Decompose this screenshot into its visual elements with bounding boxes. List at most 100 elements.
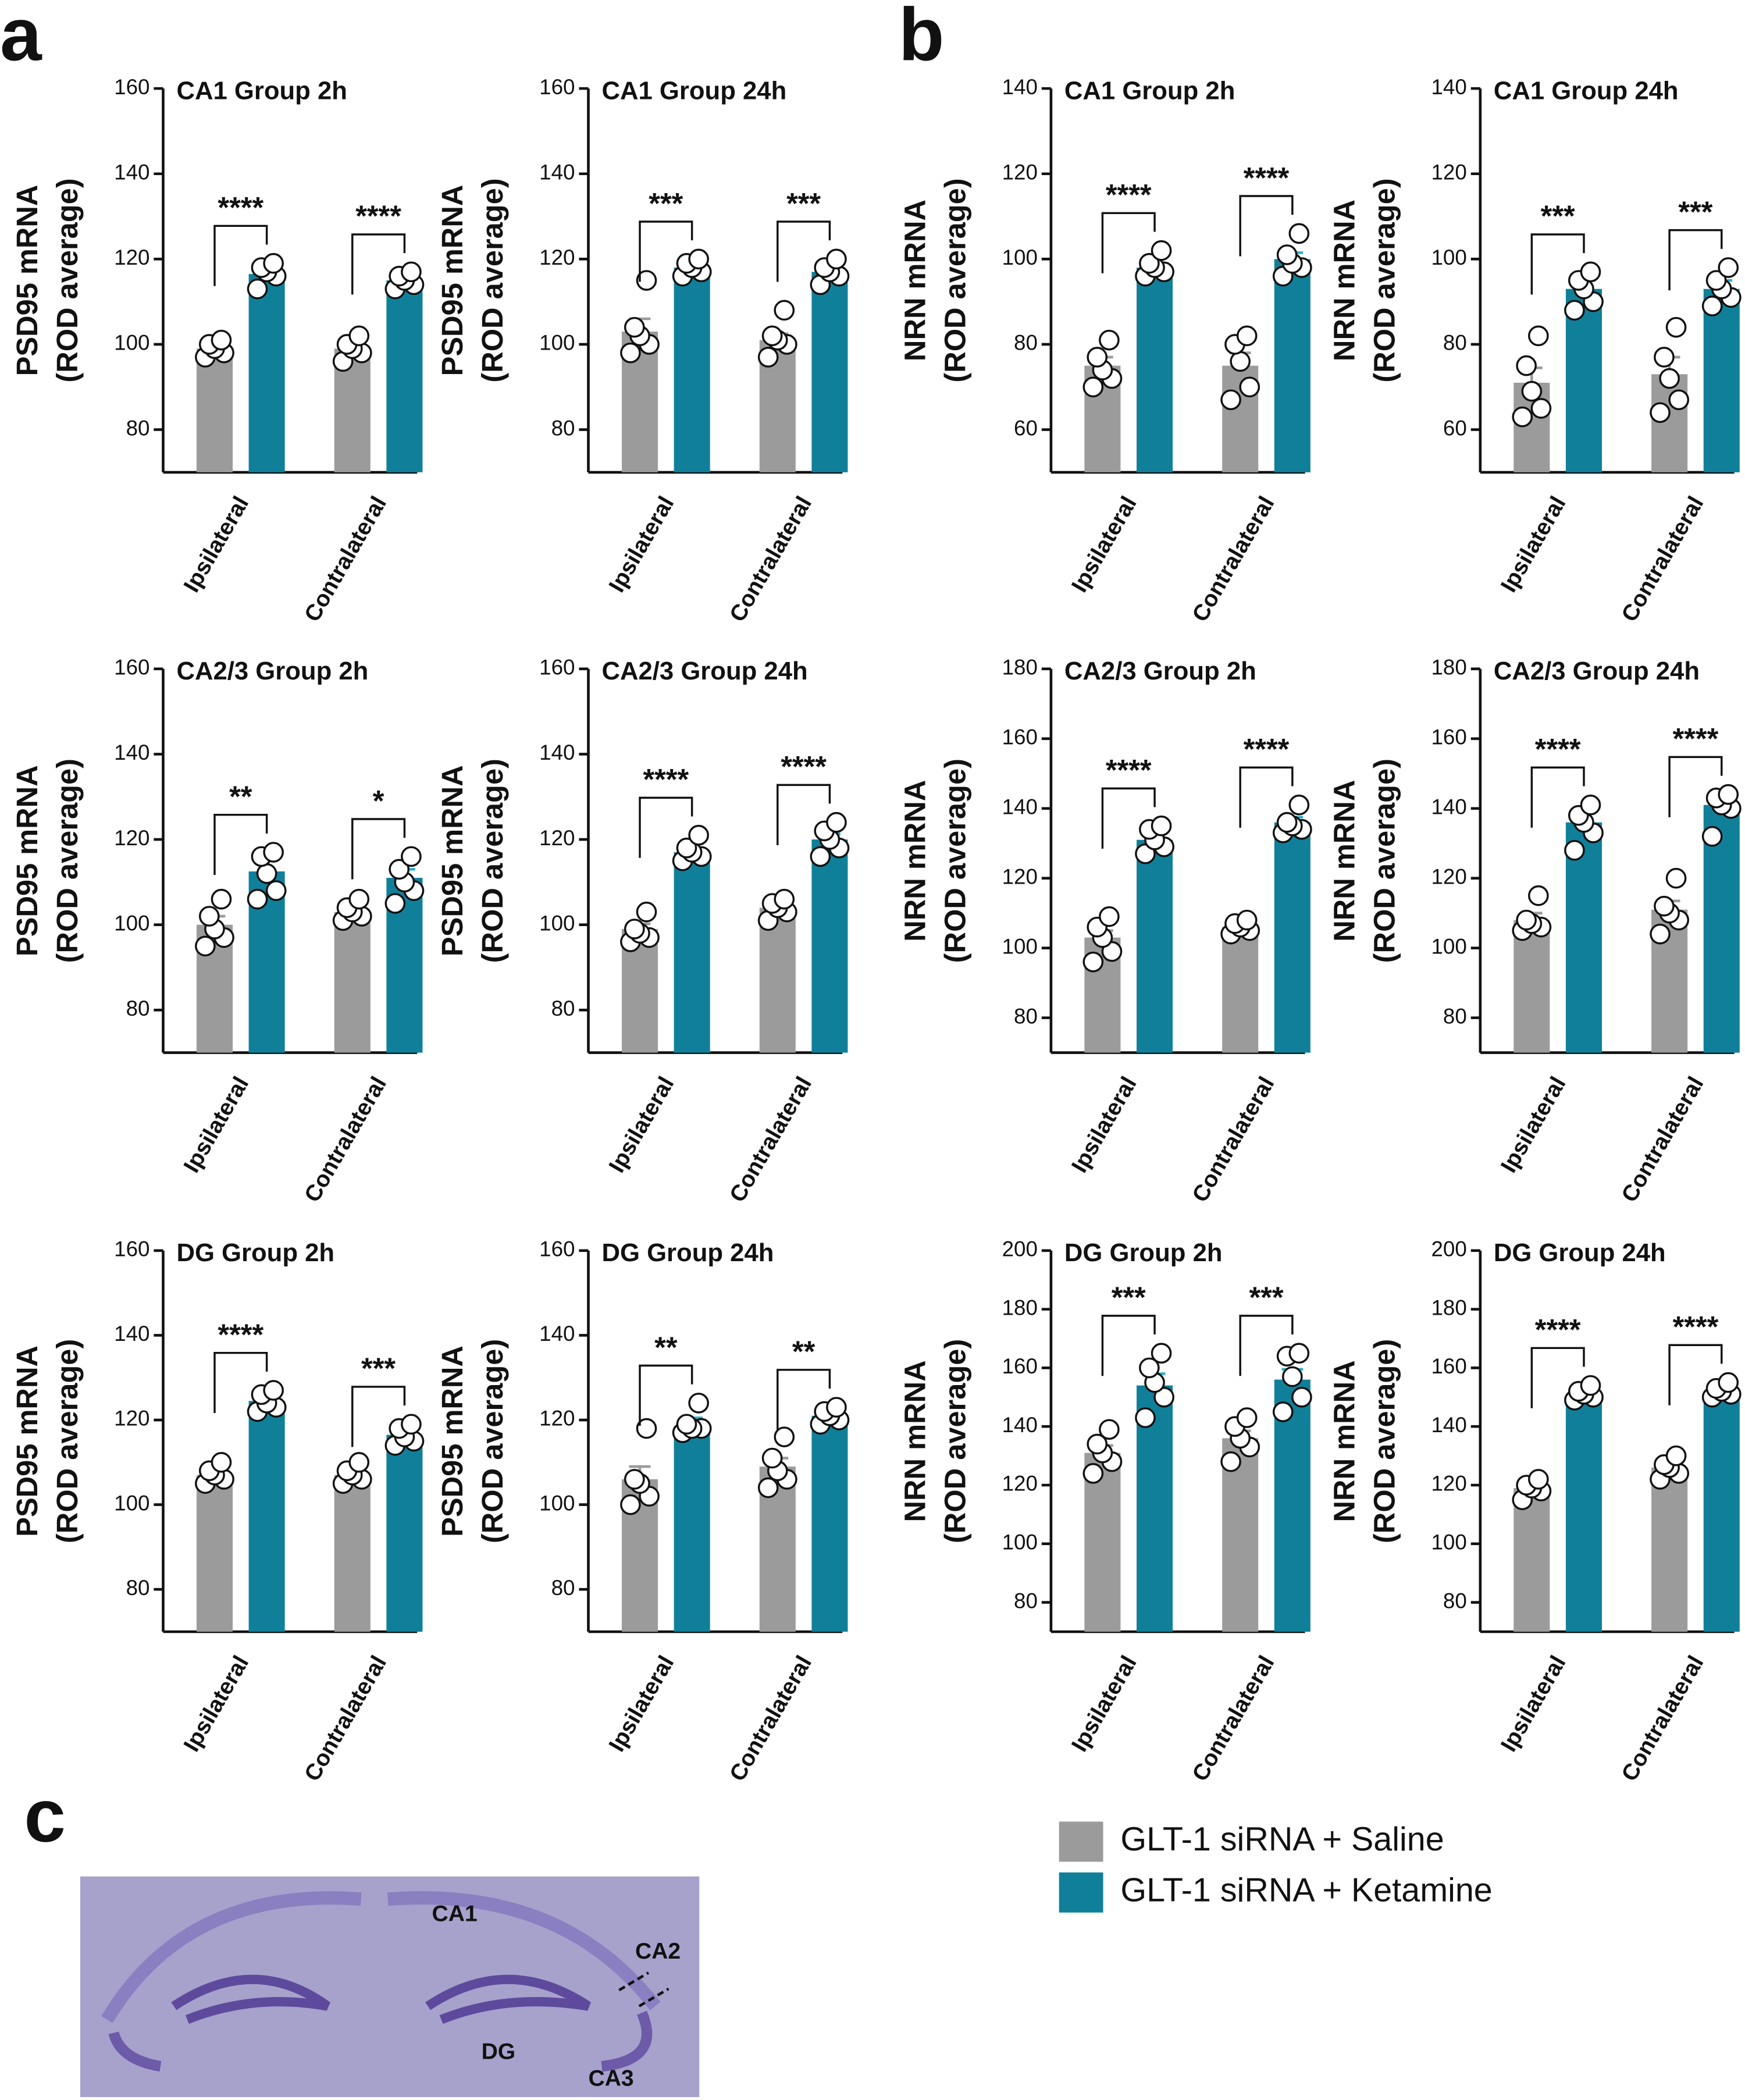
bar bbox=[1513, 920, 1550, 1053]
data-point bbox=[624, 316, 645, 338]
significance-bracket bbox=[1668, 756, 1723, 817]
data-point bbox=[1512, 406, 1533, 428]
y-tick-label: 180 bbox=[1431, 1295, 1466, 1319]
bar bbox=[1274, 822, 1310, 1053]
y-tick-label: 120 bbox=[539, 245, 575, 269]
legend-swatch bbox=[1059, 1821, 1103, 1862]
image-layer bbox=[171, 1974, 330, 2024]
data-point bbox=[676, 1414, 697, 1435]
chart: 80 100 120 140 160 180 200 DG Group 24h NRN mRNA… bbox=[1327, 1237, 1742, 1785]
chart-title: CA1 Group 2h bbox=[176, 77, 347, 105]
y-axis-label: (ROD average) bbox=[1367, 178, 1401, 382]
chart-title: DG Group 2h bbox=[1064, 1238, 1223, 1267]
chart-title: DG Group 24h bbox=[1494, 1238, 1666, 1267]
significance-bracket bbox=[213, 813, 268, 875]
data-point bbox=[348, 888, 370, 910]
chart: 60 80 100 120 140 CA1 Group 2h NRN mRNA (ROD av… bbox=[898, 75, 1312, 626]
x-tick-label: Ipsilateral bbox=[1496, 492, 1570, 597]
data-point bbox=[1099, 906, 1120, 927]
data-point bbox=[620, 342, 641, 364]
chart-title: CA1 Group 24h bbox=[1494, 77, 1679, 105]
y-axis-label: PSD95 mRNA bbox=[436, 1346, 469, 1537]
bar bbox=[248, 1401, 285, 1632]
y-tick-label: 60 bbox=[1443, 416, 1467, 440]
data-point bbox=[1701, 296, 1723, 316]
data-point bbox=[1135, 1407, 1156, 1428]
data-point bbox=[826, 811, 847, 833]
y-tick-label: 120 bbox=[1002, 864, 1038, 888]
y-tick-label: 100 bbox=[539, 1491, 575, 1515]
data-point bbox=[1705, 270, 1727, 291]
y-axis-label: NRN mRNA bbox=[1327, 200, 1361, 361]
y-tick-label: 80 bbox=[126, 1576, 150, 1600]
data-point bbox=[1516, 355, 1537, 376]
y-axis-label: NRN mRNA bbox=[1327, 780, 1361, 942]
chart-title: DG Group 2h bbox=[176, 1238, 334, 1267]
y-tick-label: 140 bbox=[114, 1322, 149, 1346]
significance-label: *** bbox=[1678, 195, 1712, 228]
data-point bbox=[1564, 839, 1585, 861]
image-layer bbox=[425, 1974, 591, 2024]
y-axis-label: (ROD average) bbox=[938, 759, 971, 963]
y-tick-label: 140 bbox=[1002, 795, 1038, 818]
y-tick-label: 80 bbox=[1014, 1589, 1038, 1613]
y-tick-label: 140 bbox=[1002, 1413, 1038, 1437]
y-tick-label: 140 bbox=[1431, 795, 1466, 818]
data-point bbox=[636, 901, 657, 923]
chart: 80 100 120 140 160 180 CA2/3 Group 24h NRN mRNA… bbox=[1327, 656, 1742, 1206]
panel-label: c bbox=[24, 1774, 66, 1857]
y-tick-label: 100 bbox=[539, 911, 575, 935]
bar bbox=[1565, 822, 1602, 1053]
data-point bbox=[1276, 811, 1298, 833]
data-point bbox=[688, 824, 709, 846]
significance-bracket bbox=[351, 818, 406, 880]
data-point bbox=[389, 859, 410, 880]
y-tick-label: 120 bbox=[1431, 160, 1466, 184]
chart: 80 100 120 140 160 180 200 DG Group 2h NRN mRNA(… bbox=[898, 1237, 1312, 1785]
y-tick-label: 100 bbox=[1431, 245, 1466, 269]
y-axis-label: (ROD average) bbox=[938, 1339, 971, 1543]
data-point bbox=[1665, 316, 1687, 338]
y-tick-label: 140 bbox=[1002, 75, 1038, 99]
legend-label: GLT-1 siRNA + Ketamine bbox=[1120, 1871, 1492, 1909]
data-point bbox=[1276, 244, 1298, 265]
data-point bbox=[1650, 402, 1671, 423]
y-tick-label: 160 bbox=[1002, 725, 1038, 749]
data-point bbox=[636, 270, 657, 291]
data-point bbox=[401, 261, 422, 283]
x-tick-label: Contralateral bbox=[1617, 1651, 1709, 1785]
data-point bbox=[1101, 941, 1123, 962]
bar bbox=[1137, 268, 1173, 472]
significance-bracket bbox=[1101, 1315, 1156, 1376]
significance-label: *** bbox=[786, 187, 821, 220]
significance-label: **** bbox=[781, 750, 827, 783]
significance-bracket bbox=[777, 220, 831, 282]
data-point bbox=[348, 325, 370, 347]
y-tick-label: 120 bbox=[114, 245, 149, 269]
data-point bbox=[384, 893, 406, 914]
y-axis-label: (ROD average) bbox=[476, 1339, 509, 1543]
bar bbox=[1137, 839, 1173, 1053]
y-axis-label: NRN mRNA bbox=[1327, 1360, 1361, 1522]
y-axis-label: (ROD average) bbox=[1367, 1339, 1401, 1543]
data-point bbox=[620, 1494, 641, 1515]
chart-title: DG Group 24h bbox=[601, 1238, 774, 1267]
significance-label: *** bbox=[1541, 200, 1575, 233]
significance-label: ** bbox=[654, 1330, 678, 1364]
y-tick-label: 120 bbox=[539, 1407, 575, 1430]
chart: 80 100 120 140 160 180 CA2/3 Group 2h NRN mRNA(… bbox=[898, 656, 1312, 1206]
y-tick-label: 100 bbox=[1002, 245, 1038, 269]
chart: 80 100 120 140 160 DG Group 2h PSD95 mRNA (ROD … bbox=[10, 1237, 425, 1785]
y-tick-label: 100 bbox=[1002, 1530, 1038, 1554]
chart-title: CA2/3 Group 2h bbox=[176, 657, 368, 685]
y-tick-label: 100 bbox=[1431, 934, 1466, 958]
chart-title: CA1 Group 2h bbox=[1064, 77, 1235, 105]
data-point bbox=[1082, 376, 1104, 398]
significance-label: **** bbox=[643, 763, 689, 796]
bar bbox=[1651, 1467, 1688, 1632]
y-tick-label: 120 bbox=[114, 826, 149, 850]
data-point bbox=[1282, 1366, 1303, 1387]
data-point bbox=[1580, 794, 1601, 816]
